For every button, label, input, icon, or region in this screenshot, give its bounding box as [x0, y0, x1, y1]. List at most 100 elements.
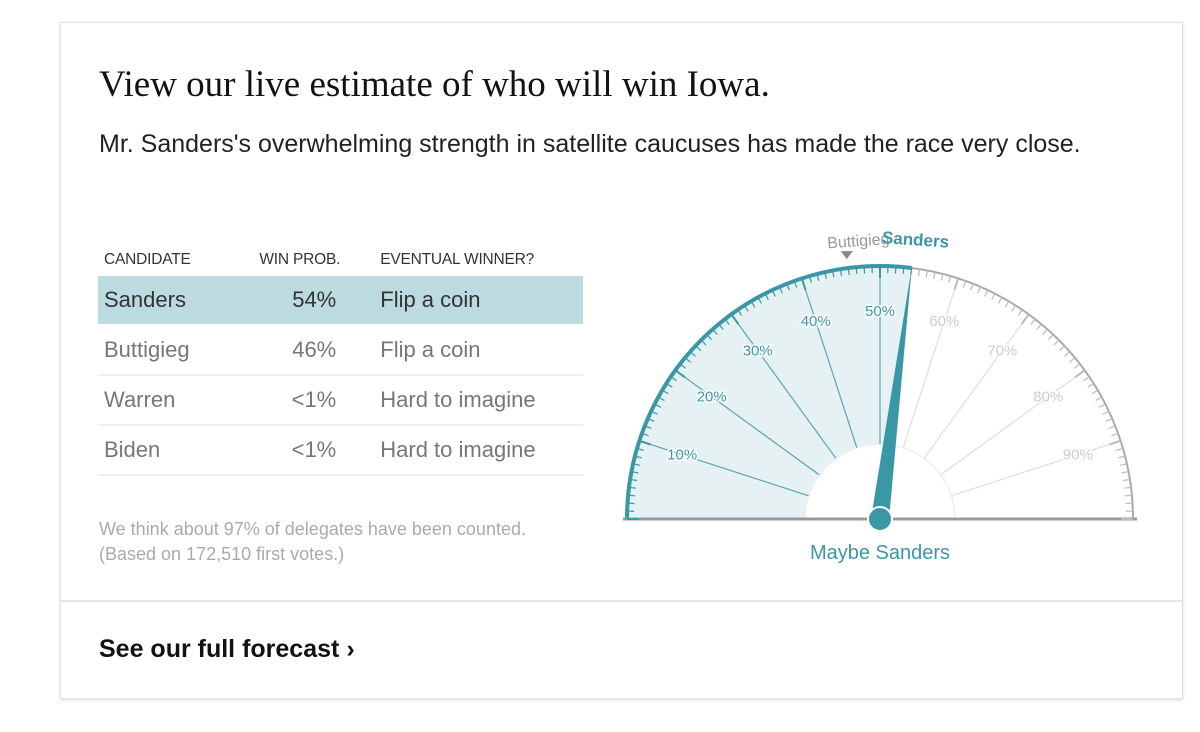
gauge-tick: [847, 267, 850, 276]
gauge-tick: [724, 318, 730, 325]
runner-up-label: Buttigieg: [827, 231, 890, 252]
gauge-tick: [1116, 447, 1124, 451]
gauge-tick-label: 40%: [801, 313, 831, 330]
gauge-tick: [800, 278, 807, 291]
gauge-tick: [1087, 382, 1094, 388]
gauge-tick-label: 20%: [697, 389, 727, 406]
gauge-tick: [641, 432, 649, 437]
gauge-spoke: [951, 443, 1110, 497]
gauge-tick: [991, 293, 996, 301]
subtitle: Mr. Sanders's overwhelming strength in s…: [99, 130, 1081, 158]
gauge-tick: [816, 273, 820, 281]
table-row: Biden <1% Hard to imagine: [98, 425, 583, 476]
table-row: Buttigieg 46% Flip a coin: [98, 325, 583, 376]
table-row: Warren <1% Hard to imagine: [98, 375, 583, 426]
gauge-tick: [661, 389, 669, 395]
gauge-tick: [778, 286, 783, 294]
gauge-tick: [679, 363, 686, 369]
gauge-tick: [832, 270, 835, 278]
page-title: View our live estimate of who will win I…: [99, 64, 770, 105]
candidate-name: Biden: [98, 425, 218, 476]
gauge-spoke: [684, 376, 820, 476]
gauge-tick: [1020, 313, 1030, 325]
win-prob: <1%: [217, 375, 375, 426]
gauge-tick: [1105, 417, 1113, 422]
gauge-tick: [628, 486, 637, 489]
gauge-tick-label: 70%: [987, 343, 1017, 360]
gauge-tick: [700, 339, 707, 346]
win-prob: <1%: [217, 425, 375, 476]
gauge-tick: [654, 403, 662, 408]
verdict: Flip a coin: [374, 325, 583, 376]
gauge-tick-label: 80%: [1033, 389, 1063, 406]
gauge-tick: [730, 313, 740, 325]
gauge-tick: [962, 280, 967, 288]
gauge-tick: [1118, 455, 1126, 459]
gauge-tick: [1011, 305, 1017, 312]
col-candidate: CANDIDATE: [104, 250, 191, 268]
table-row: Sanders 54% Flip a coin: [98, 276, 583, 326]
gauge-tick: [631, 471, 639, 474]
gauge-tick: [1111, 432, 1119, 437]
win-prob: 54%: [217, 276, 375, 326]
gauge-tick: [940, 273, 944, 281]
gauge-tick: [750, 300, 756, 308]
gauge-tick: [1047, 334, 1054, 341]
gauge-tick: [689, 351, 696, 357]
gauge-tick: [948, 275, 952, 283]
gauge-tick: [1036, 323, 1042, 330]
gauge-tick-label: 50%: [865, 303, 895, 320]
gauge-spoke: [804, 289, 858, 448]
candidate-name: Sanders: [98, 276, 218, 326]
gauge-tick: [1119, 463, 1128, 466]
gauge-tick: [808, 275, 812, 283]
gauge-tick: [1098, 403, 1106, 408]
gauge-tick: [933, 271, 936, 280]
gauge-tick: [1102, 410, 1110, 415]
gauge-tick: [997, 297, 1003, 304]
gauge-tick: [757, 297, 763, 304]
gauge-tick: [1058, 345, 1065, 352]
gauge-tick: [706, 334, 713, 341]
gauge-tick: [984, 289, 989, 297]
leader-label: Sanders: [881, 228, 949, 252]
gauge-tick: [695, 345, 702, 352]
gauge-tick: [712, 328, 718, 335]
gauge-tick: [658, 396, 665, 402]
win-probability-gauge: 10% 20% 30% 40% 50% 60% 70% 80% 90% Buttigieg Sa…: [623, 228, 1137, 564]
note-line-2: (Based on 172,510 first votes.): [99, 544, 345, 564]
col-eventual-winner: EVENTUAL WINNER?: [380, 250, 535, 268]
gauge-spoke: [737, 323, 837, 459]
gauge-tick: [644, 425, 652, 429]
gauge-tick: [917, 269, 921, 277]
candidate-table: CANDIDATE WIN PROB. EVENTUAL WINNER? San…: [98, 243, 583, 476]
gauge-needle: [871, 266, 912, 521]
gauge-tick: [650, 410, 658, 415]
gauge-tick: [1108, 425, 1116, 429]
gauge-tick: [1123, 486, 1132, 489]
gauge-tick: [824, 271, 827, 280]
gauge-tick-label: 30%: [743, 343, 773, 360]
gauge-tick: [771, 289, 776, 297]
counted-note: We think about 97% of delegates have bee…: [99, 517, 526, 567]
gauge-tick: [1069, 357, 1076, 363]
gauge-tick-label: 90%: [1063, 447, 1093, 464]
gauge-tick: [630, 478, 638, 482]
gauge-tick: [1042, 328, 1048, 335]
gauge-tick: [1108, 439, 1121, 446]
gauge-tick: [1121, 471, 1129, 474]
gauge-tick: [647, 417, 655, 422]
gauge-tick: [634, 455, 642, 459]
gauge-tick: [764, 293, 769, 301]
gauge-tick: [977, 286, 982, 294]
gauge-tick: [1095, 396, 1102, 402]
full-forecast-link[interactable]: See our full forecast ›: [99, 635, 355, 664]
gauge-tick: [670, 376, 677, 382]
gauge-tick-label: 60%: [929, 313, 959, 330]
verdict: Flip a coin: [374, 276, 583, 326]
gauge-tick: [666, 382, 673, 388]
gauge-tick: [953, 278, 960, 291]
gauge-tick: [743, 305, 749, 312]
runner-up-marker-icon: [840, 251, 853, 260]
gauge-tick: [718, 323, 724, 330]
